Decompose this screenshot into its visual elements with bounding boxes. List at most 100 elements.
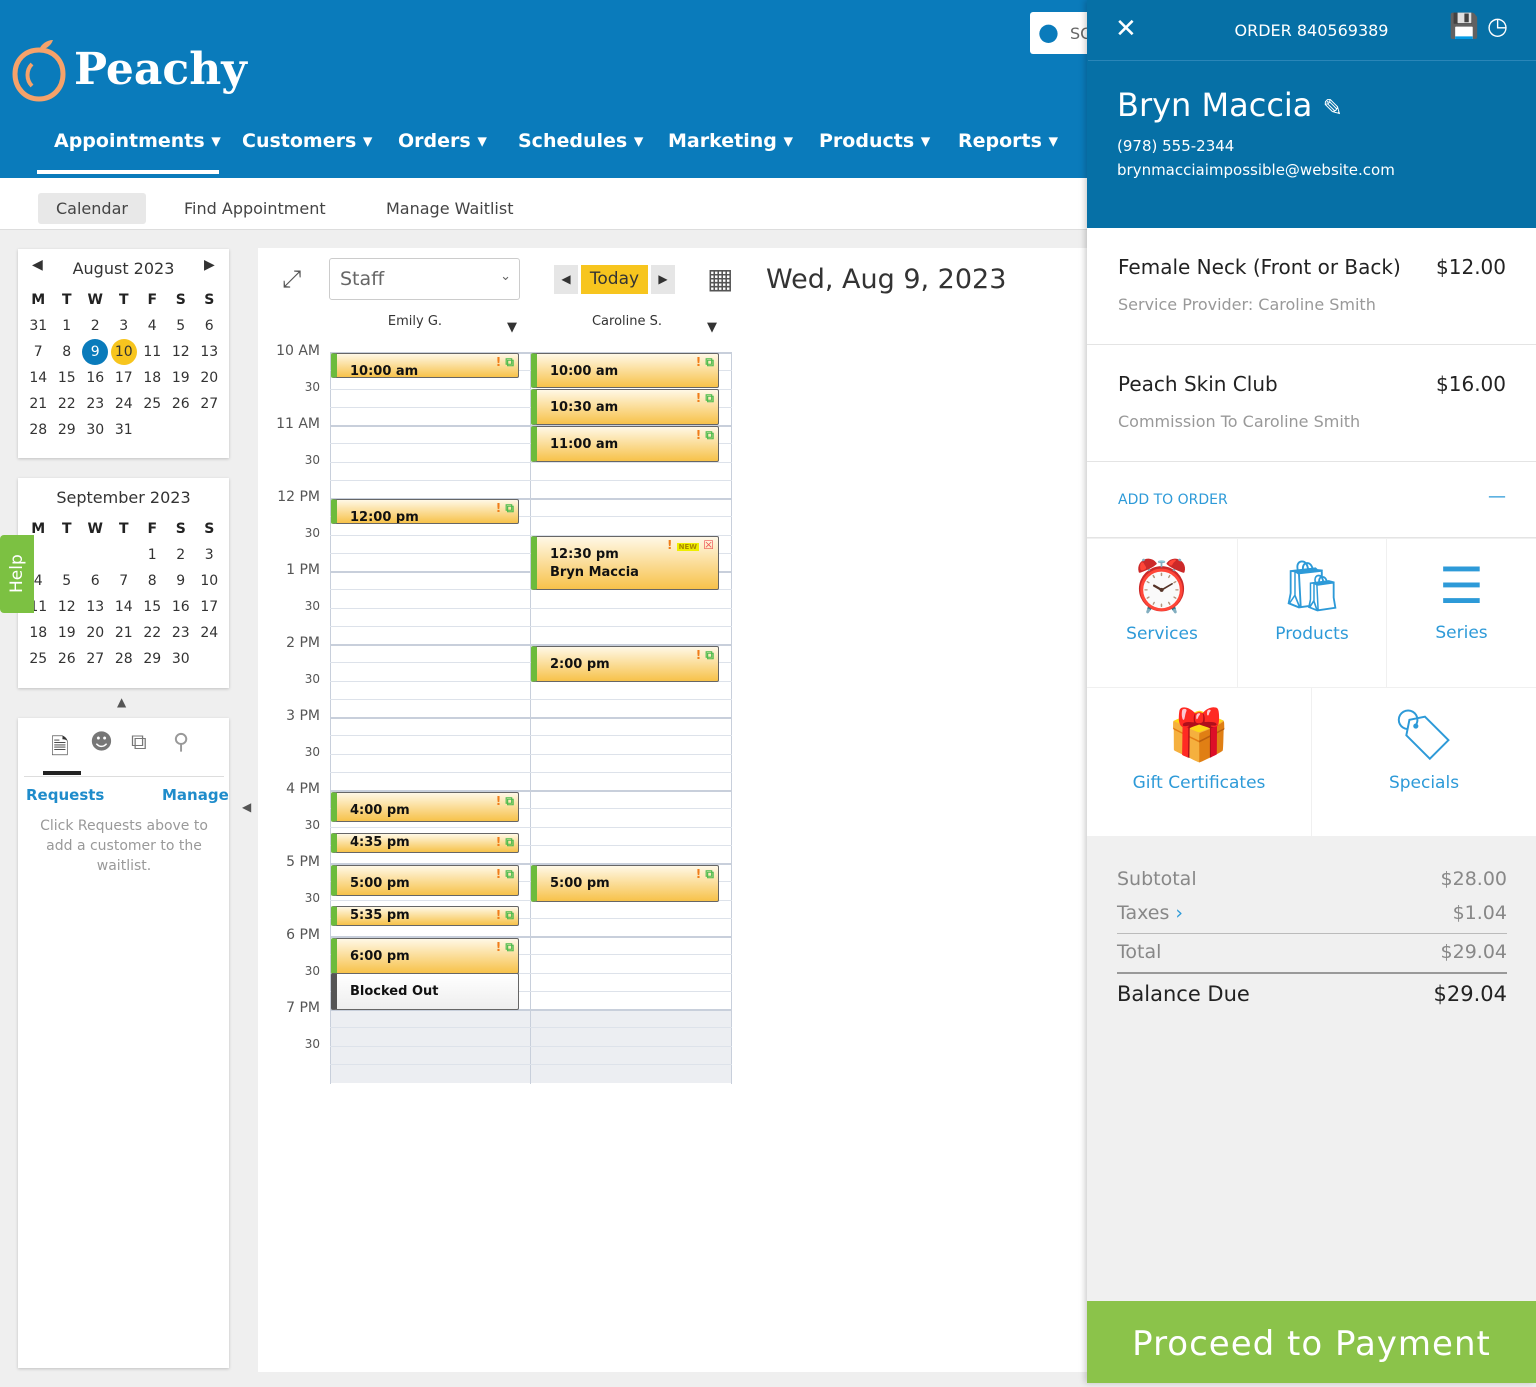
appointment-block[interactable]: 10:00 am! ⧉: [531, 353, 719, 388]
day-cell[interactable]: 19: [171, 370, 190, 386]
day-cell[interactable]: 18: [29, 625, 48, 641]
subnav-calendar[interactable]: Calendar: [38, 193, 146, 224]
copy-icon[interactable]: ⧉: [131, 730, 147, 755]
day-cell[interactable]: 24: [114, 396, 133, 412]
day-cell[interactable]: 15: [57, 370, 76, 386]
day-cell[interactable]: 8: [62, 344, 72, 360]
expand-icon[interactable]: ⤢: [282, 265, 302, 293]
day-cell[interactable]: 15: [143, 599, 162, 615]
appointment-block[interactable]: 12:00 pm! ⧉: [331, 499, 519, 524]
subnav-manage-waitlist[interactable]: Manage Waitlist: [386, 199, 514, 218]
nav-products[interactable]: Products ▾: [819, 130, 931, 152]
prev-day-button[interactable]: ◀: [554, 265, 578, 294]
today-button[interactable]: Today: [581, 265, 648, 294]
day-cell[interactable]: 8: [147, 573, 157, 589]
day-cell[interactable]: 9: [81, 339, 110, 365]
day-cell[interactable]: 27: [86, 651, 105, 667]
appointment-block[interactable]: 2:00 pm! ⧉: [531, 646, 719, 682]
collapse-up-icon[interactable]: ▲: [117, 695, 127, 709]
day-cell[interactable]: 17: [114, 370, 133, 386]
day-cell[interactable]: 12: [171, 344, 190, 360]
day-cell[interactable]: 14: [114, 599, 133, 615]
history-icon[interactable]: ◷: [1487, 12, 1508, 40]
day-cell[interactable]: 21: [29, 396, 48, 412]
appointment-block[interactable]: 10:30 am! ⧉: [531, 389, 719, 425]
add-to-order-row[interactable]: ADD TO ORDER —: [1087, 462, 1536, 538]
column-menu-icon[interactable]: ▼: [707, 320, 717, 335]
appointment-block[interactable]: 4:00 pm! ⧉: [331, 792, 519, 822]
requests-icon[interactable]: 🗎: [51, 735, 69, 760]
tile-series[interactable]: ☰ Series: [1387, 539, 1536, 687]
nav-orders[interactable]: Orders ▾: [398, 130, 487, 152]
appointment-block[interactable]: 5:00 pm! ⧉: [331, 865, 519, 896]
day-cell[interactable]: 16: [171, 599, 190, 615]
day-cell[interactable]: 3: [204, 547, 214, 563]
day-cell[interactable]: 13: [86, 599, 105, 615]
day-cell[interactable]: 28: [114, 651, 133, 667]
day-cell[interactable]: 24: [200, 625, 219, 641]
day-cell[interactable]: 16: [86, 370, 105, 386]
day-cell[interactable]: 14: [29, 370, 48, 386]
tile-products[interactable]: 🛍 Products: [1238, 539, 1386, 687]
appointment-block[interactable]: 10:00 am! ⧉: [331, 353, 519, 378]
day-cell[interactable]: 7: [119, 573, 129, 589]
proceed-to-payment-button[interactable]: Proceed to Payment: [1087, 1301, 1536, 1383]
customer-name[interactable]: Bryn Maccia ✎: [1117, 86, 1343, 124]
day-cell[interactable]: 9: [176, 573, 186, 589]
day-cell[interactable]: 29: [57, 422, 76, 438]
day-cell[interactable]: 10: [200, 573, 219, 589]
day-cell[interactable]: 19: [57, 625, 76, 641]
nav-customers[interactable]: Customers ▾: [242, 130, 373, 152]
appointment-block[interactable]: 5:00 pm! ⧉: [531, 865, 719, 902]
requests-link[interactable]: Requests: [26, 786, 105, 804]
day-cell[interactable]: 29: [143, 651, 162, 667]
day-cell[interactable]: 22: [57, 396, 76, 412]
day-cell[interactable]: 30: [86, 422, 105, 438]
day-cell[interactable]: 4: [147, 318, 157, 334]
day-cell[interactable]: 7: [33, 344, 43, 360]
day-cell[interactable]: 26: [57, 651, 76, 667]
person-check-icon[interactable]: ☻: [90, 730, 113, 755]
tile-services[interactable]: ⏰ Services: [1087, 539, 1237, 687]
day-cell[interactable]: 20: [86, 625, 105, 641]
day-cell[interactable]: 25: [143, 396, 162, 412]
day-cell[interactable]: 31: [114, 422, 133, 438]
tile-specials[interactable]: 🏷 Specials: [1312, 688, 1536, 836]
nav-schedules[interactable]: Schedules ▾: [518, 130, 644, 152]
day-cell[interactable]: 10: [110, 339, 139, 365]
day-cell[interactable]: 22: [143, 625, 162, 641]
day-cell[interactable]: 23: [171, 625, 190, 641]
nav-reports[interactable]: Reports ▾: [958, 130, 1059, 152]
prev-month-button[interactable]: ◀: [32, 257, 43, 273]
collapse-minus-icon[interactable]: —: [1488, 486, 1506, 507]
close-icon[interactable]: ✕: [1115, 14, 1137, 44]
column-menu-icon[interactable]: ▼: [507, 320, 517, 335]
day-cell[interactable]: 6: [90, 573, 100, 589]
day-cell[interactable]: 1: [62, 318, 72, 334]
day-cell[interactable]: 11: [143, 344, 162, 360]
appointment-block[interactable]: 11:00 am! ⧉: [531, 426, 719, 462]
appointment-block[interactable]: 12:30 pm Bryn Maccia! NEW ☒: [531, 536, 719, 590]
save-icon[interactable]: 💾: [1449, 12, 1479, 40]
day-cell[interactable]: 21: [114, 625, 133, 641]
day-cell[interactable]: 28: [29, 422, 48, 438]
day-cell[interactable]: 2: [176, 547, 186, 563]
manage-link[interactable]: Manage: [162, 786, 229, 804]
day-cell[interactable]: 12: [57, 599, 76, 615]
day-cell[interactable]: 17: [200, 599, 219, 615]
edit-pencil-icon[interactable]: ✎: [1322, 94, 1343, 122]
taxes-row[interactable]: Taxes › $1.04: [1117, 902, 1507, 924]
day-cell[interactable]: 1: [147, 547, 157, 563]
appointment-block[interactable]: 6:00 pm! ⧉: [331, 938, 519, 974]
order-line-item[interactable]: Female Neck (Front or Back) $12.00 Servi…: [1087, 228, 1536, 345]
day-cell[interactable]: 18: [143, 370, 162, 386]
collapse-left-icon[interactable]: ◀: [242, 800, 252, 814]
blocked-out-block[interactable]: Blocked Out: [331, 973, 519, 1010]
subnav-find-appointment[interactable]: Find Appointment: [184, 199, 326, 218]
day-cell[interactable]: 2: [90, 318, 100, 334]
staff-select[interactable]: Staff ⌄: [329, 258, 520, 300]
calendar-grid-icon[interactable]: ▦: [707, 262, 734, 295]
tile-gift-certificates[interactable]: 🎁 Gift Certificates: [1087, 688, 1311, 836]
day-cell[interactable]: 20: [200, 370, 219, 386]
day-cell[interactable]: 5: [62, 573, 72, 589]
